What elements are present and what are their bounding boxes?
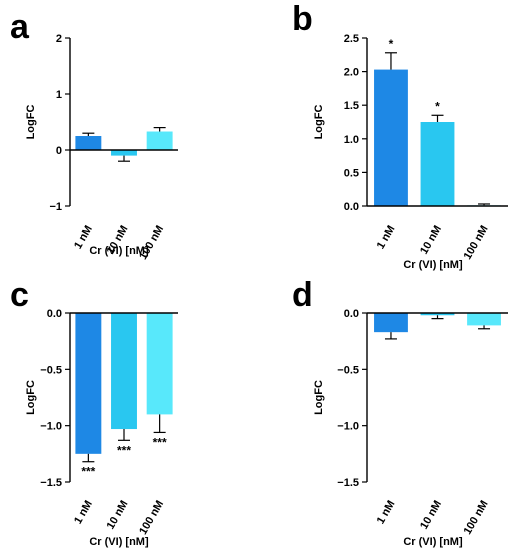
y-tick-label: −1 (49, 201, 62, 213)
bar (111, 150, 137, 156)
y-axis-title: LogFC (313, 380, 325, 415)
y-tick-label: 2.0 (344, 67, 359, 79)
panel-letter: b (292, 0, 313, 38)
bar (75, 136, 102, 150)
y-axis-title: LogFC (25, 105, 37, 140)
panel-d: d −1.5 −1.0 −0.5 0.0 1 nM 10 nM 100 nM LogFC Cr (… (292, 276, 508, 548)
y-tick-label: 1 (56, 89, 62, 101)
x-tick-label: 100 nM (462, 499, 491, 537)
x-tick-label: 10 nM (418, 224, 444, 257)
y-axis-title: LogFC (25, 380, 37, 415)
bar (467, 313, 501, 326)
bar (420, 313, 455, 316)
bar (420, 122, 455, 206)
significance-mark: * (435, 99, 440, 113)
x-axis-title: Cr (VI) [nM] (403, 259, 463, 271)
y-tick-label: −0.5 (337, 364, 359, 376)
y-tick-label: 2 (56, 33, 62, 45)
x-tick-label: 1 nM (72, 499, 95, 527)
bar (146, 313, 173, 415)
significance-mark: *** (153, 435, 167, 449)
x-tick-label: 10 nM (105, 499, 131, 532)
y-tick-label: 1.5 (344, 100, 359, 112)
y-tick-label: −1.0 (40, 421, 62, 433)
x-axis-title: Cr (VI) [nM] (89, 536, 149, 548)
x-tick-label: 100 nM (137, 499, 166, 537)
y-tick-label: 1.0 (344, 134, 359, 146)
y-tick-label: −1.5 (337, 477, 359, 489)
bar (374, 313, 408, 333)
y-tick-label: −0.5 (40, 364, 62, 376)
x-tick-label: 10 nM (418, 499, 444, 532)
bar (111, 313, 137, 430)
panel-letter: d (292, 276, 313, 314)
panel-c: c *** *** *** −1.5 −1.0 −0.5 0.0 1 nM 10 nM 100 nM… (10, 276, 178, 548)
x-tick-label: 100 nM (462, 224, 491, 262)
panel-b: b * * 0.0 0.5 1.0 1.5 2.0 2.5 1 nM 10 nM 100 nM LogF… (292, 0, 508, 271)
y-axis-title: LogFC (313, 105, 325, 140)
y-tick-label: 0.5 (344, 167, 359, 179)
y-tick-label: 0.0 (344, 201, 359, 213)
y-tick-label: −1.0 (337, 421, 359, 433)
x-axis-title: Cr (VI) [nM] (89, 245, 149, 257)
significance-mark: * (389, 37, 394, 51)
y-tick-label: −1.5 (40, 477, 62, 489)
panel-letter: a (10, 8, 30, 46)
y-tick-label: 0 (56, 145, 62, 157)
significance-mark: *** (81, 465, 95, 479)
significance-mark: *** (117, 443, 131, 457)
x-tick-label: 1 nM (375, 499, 398, 527)
panel-letter: c (10, 276, 29, 314)
x-tick-label: 1 nM (375, 224, 398, 252)
y-tick-label: 0.0 (47, 308, 62, 320)
bar (146, 131, 173, 150)
x-axis-title: Cr (VI) [nM] (403, 536, 463, 548)
bar (75, 313, 102, 454)
y-tick-label: 2.5 (344, 33, 359, 45)
bar (374, 69, 408, 206)
y-tick-label: 0.0 (344, 308, 359, 320)
